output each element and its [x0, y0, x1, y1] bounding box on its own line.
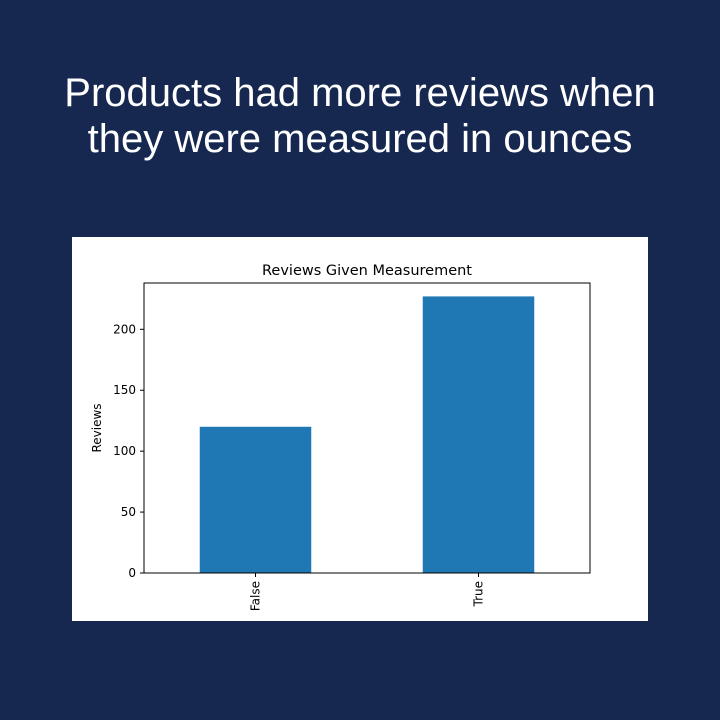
slide-title-line-2: they were measured in ounces	[87, 117, 633, 161]
chart-title: Reviews Given Measurement	[262, 263, 472, 279]
slide-title: Products had more reviews when they were…	[20, 70, 700, 162]
bar-false	[199, 426, 312, 573]
x-axis-ticks: False True	[249, 573, 486, 611]
chart-panel: Reviews Given Measurement 0 50 100 150 200 F…	[72, 237, 648, 621]
bar-true	[422, 296, 535, 573]
bar-chart: Reviews Given Measurement 0 50 100 150 200 F…	[90, 263, 591, 611]
y-tick-label: 0	[128, 566, 136, 580]
y-tick-label: 50	[121, 505, 136, 519]
bars	[199, 296, 535, 573]
y-axis-label: Reviews	[90, 403, 104, 452]
y-tick-label: 100	[113, 444, 136, 458]
y-tick-label: 150	[113, 383, 136, 397]
x-tick-label: False	[249, 581, 263, 611]
slide-title-line-1: Products had more reviews when	[64, 71, 656, 115]
y-tick-label: 200	[113, 322, 136, 336]
plot-frame	[143, 282, 591, 574]
x-tick-label: True	[472, 581, 486, 608]
y-axis-ticks: 0 50 100 150 200	[113, 322, 144, 580]
